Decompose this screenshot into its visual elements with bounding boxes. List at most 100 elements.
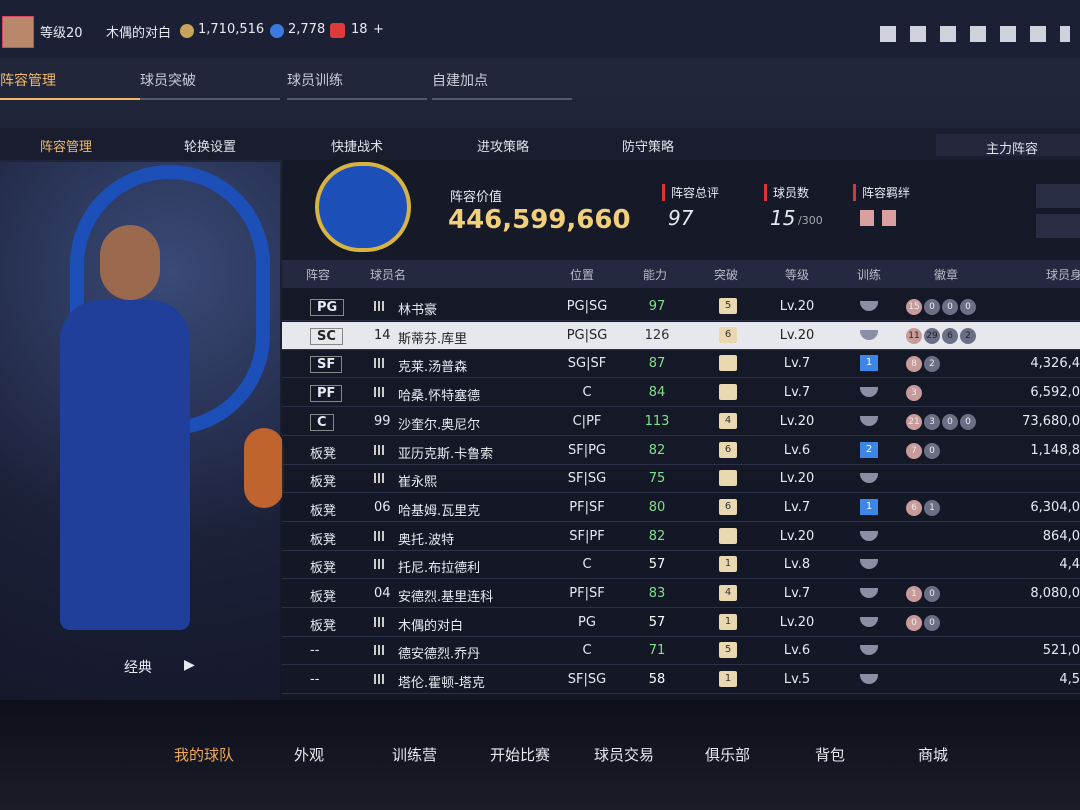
breakthrough: 5	[719, 642, 737, 659]
player-row[interactable]: C 99 沙奎尔.奥尼尔 C|PF 113 4 Lv.20 21 3 0 0 73,680,0	[282, 408, 1080, 436]
bond-label: 阵容羁绊	[853, 184, 910, 201]
player-row[interactable]: 板凳 崔永熙 SF|SG 75 Lv.20	[282, 465, 1080, 494]
subtab[interactable]: 进攻策略	[477, 140, 530, 155]
player-row[interactable]: -- 德安德烈.乔丹 C 71 5 Lv.6 521,0	[282, 637, 1080, 666]
side-button[interactable]	[1036, 184, 1080, 208]
ability: 82	[648, 442, 666, 458]
add-button[interactable]: +	[373, 22, 384, 37]
jersey-number: 06	[374, 499, 391, 515]
badges: 15 0 0 0	[906, 298, 978, 315]
next-arrow[interactable]: ▶	[184, 657, 195, 673]
price: 4,4	[1059, 557, 1080, 573]
level: Lv.6	[783, 442, 811, 458]
player-name: 木偶的对白	[398, 618, 464, 634]
ball	[244, 428, 284, 508]
level: Lv.7	[783, 356, 811, 372]
count-label: 球员数	[764, 184, 809, 201]
position: PF|SF	[569, 586, 605, 601]
tab[interactable]: 自建加点	[432, 70, 572, 100]
rank-icon	[374, 559, 386, 570]
player-row[interactable]: PG 林书豪 PG|SG 97 5 Lv.20 15 0 0 0	[282, 293, 1080, 321]
column-header: 位置	[570, 268, 595, 282]
price: 864,0	[1042, 528, 1080, 544]
subtab[interactable]: 防守策略	[622, 140, 675, 155]
bond-icons[interactable]	[860, 210, 900, 226]
nav-item[interactable]: 我的球队	[174, 746, 235, 764]
column-header: 训练	[857, 268, 882, 282]
player-name: 哈基姆.瓦里克	[398, 503, 481, 519]
player-row[interactable]: SF 克莱.汤普森 SG|SF 87 Lv.7 1 8 2 4,326,4	[282, 350, 1080, 379]
player-row[interactable]: 板凳 04 安德烈.基里连科 PF|SF 83 4 Lv.7 1 0 8,080,0	[282, 580, 1080, 608]
player-name: 亚历克斯.卡鲁索	[398, 446, 494, 462]
player-row[interactable]: 板凳 06 哈基姆.瓦里克 PF|SF 80 6 Lv.7 1 6 1 6,304,0	[282, 494, 1080, 522]
slot: PF	[310, 385, 343, 403]
player-row[interactable]: 板凳 奥托.波特 SF|PF 82 Lv.20 864,0	[282, 523, 1080, 551]
tab[interactable]: 阵容管理	[0, 70, 140, 100]
price: 4,5	[1059, 672, 1080, 688]
player-row[interactable]: -- 塔伦.霍顿-塔克 SF|SG 58 1 Lv.5 4,5	[282, 666, 1080, 695]
nav-item[interactable]: 开始比赛	[490, 746, 551, 764]
ability: 82	[648, 528, 666, 544]
badge: 29	[924, 327, 940, 344]
slot: --	[310, 672, 320, 688]
coins: 1,710,516	[198, 22, 265, 37]
ability: 57	[648, 614, 666, 630]
card-style[interactable]: 经典	[124, 660, 152, 676]
column-header: 突破	[714, 268, 739, 282]
badge: 1	[906, 586, 922, 602]
side-button[interactable]	[1036, 214, 1080, 238]
slot: 板凳	[310, 475, 337, 491]
breakthrough: 1	[719, 671, 737, 688]
rank-icon	[374, 674, 386, 685]
player-row[interactable]: 板凳 托尼.布拉德利 C 57 1 Lv.8 4,4	[282, 551, 1080, 580]
position: C|PF	[572, 413, 602, 429]
player-row[interactable]: 板凳 木偶的对白 PG 57 1 Lv.20 0 0	[282, 609, 1080, 637]
player-name: 木偶的对白	[106, 26, 172, 41]
nav-item[interactable]: 球员交易	[594, 746, 655, 764]
player-row[interactable]: PF 哈桑.怀特塞德 C 84 Lv.7 3 6,592,0	[282, 379, 1080, 408]
price: 4,326,4	[1030, 356, 1080, 372]
badge: 15	[906, 299, 922, 315]
position: SF|SG	[567, 471, 607, 487]
training-icon	[860, 473, 878, 484]
ability: 84	[648, 385, 666, 401]
training-icon	[860, 301, 878, 311]
rank-icon	[374, 387, 386, 398]
subtab[interactable]: 阵容管理	[40, 140, 93, 155]
position: SF|PG	[567, 442, 607, 458]
toolbar-icons[interactable]	[880, 26, 1070, 42]
badge: 11	[906, 327, 922, 344]
player-row[interactable]: SC 14 斯蒂芬.库里 PG|SG 126 6 Lv.20 11 29 6 2	[282, 321, 1080, 350]
rank-icon	[374, 444, 386, 455]
player-row[interactable]: 板凳 亚历克斯.卡鲁索 SF|PG 82 6 Lv.6 2 7 0 1,148,8	[282, 437, 1080, 465]
badge: 0	[906, 614, 922, 631]
player-name: 崔永熙	[398, 475, 438, 491]
nav-item[interactable]: 背包	[815, 746, 846, 764]
breakthrough: 1	[719, 613, 737, 630]
nav-item[interactable]: 俱乐部	[705, 746, 751, 764]
subtab[interactable]: 快捷战术	[331, 140, 384, 155]
training: 2	[860, 441, 878, 458]
tab[interactable]: 球员突破	[140, 70, 280, 100]
value: 446,599,660	[448, 205, 631, 235]
rating-label: 阵容总评	[662, 184, 719, 201]
nav-item[interactable]: 商城	[918, 746, 949, 764]
column-header: 徽章	[934, 268, 959, 282]
avatar[interactable]	[2, 16, 34, 48]
subtab[interactable]: 轮换设置	[184, 140, 237, 155]
nav-item[interactable]: 训练营	[392, 746, 438, 764]
training-icon	[860, 645, 878, 656]
tab[interactable]: 球员训练	[287, 70, 427, 100]
nav-item[interactable]: 外观	[294, 746, 325, 764]
badge: 3	[906, 385, 922, 402]
jersey-number: 04	[374, 586, 391, 601]
level: Lv.20	[779, 528, 815, 544]
player-name: 斯蒂芬.库里	[398, 331, 468, 347]
slot: 板凳	[310, 590, 337, 605]
lineup-label[interactable]: 主力阵容	[986, 142, 1039, 157]
player-name: 托尼.布拉德利	[398, 561, 481, 577]
player-name: 安德烈.基里连科	[398, 590, 494, 605]
column-header: 等级	[785, 268, 810, 282]
